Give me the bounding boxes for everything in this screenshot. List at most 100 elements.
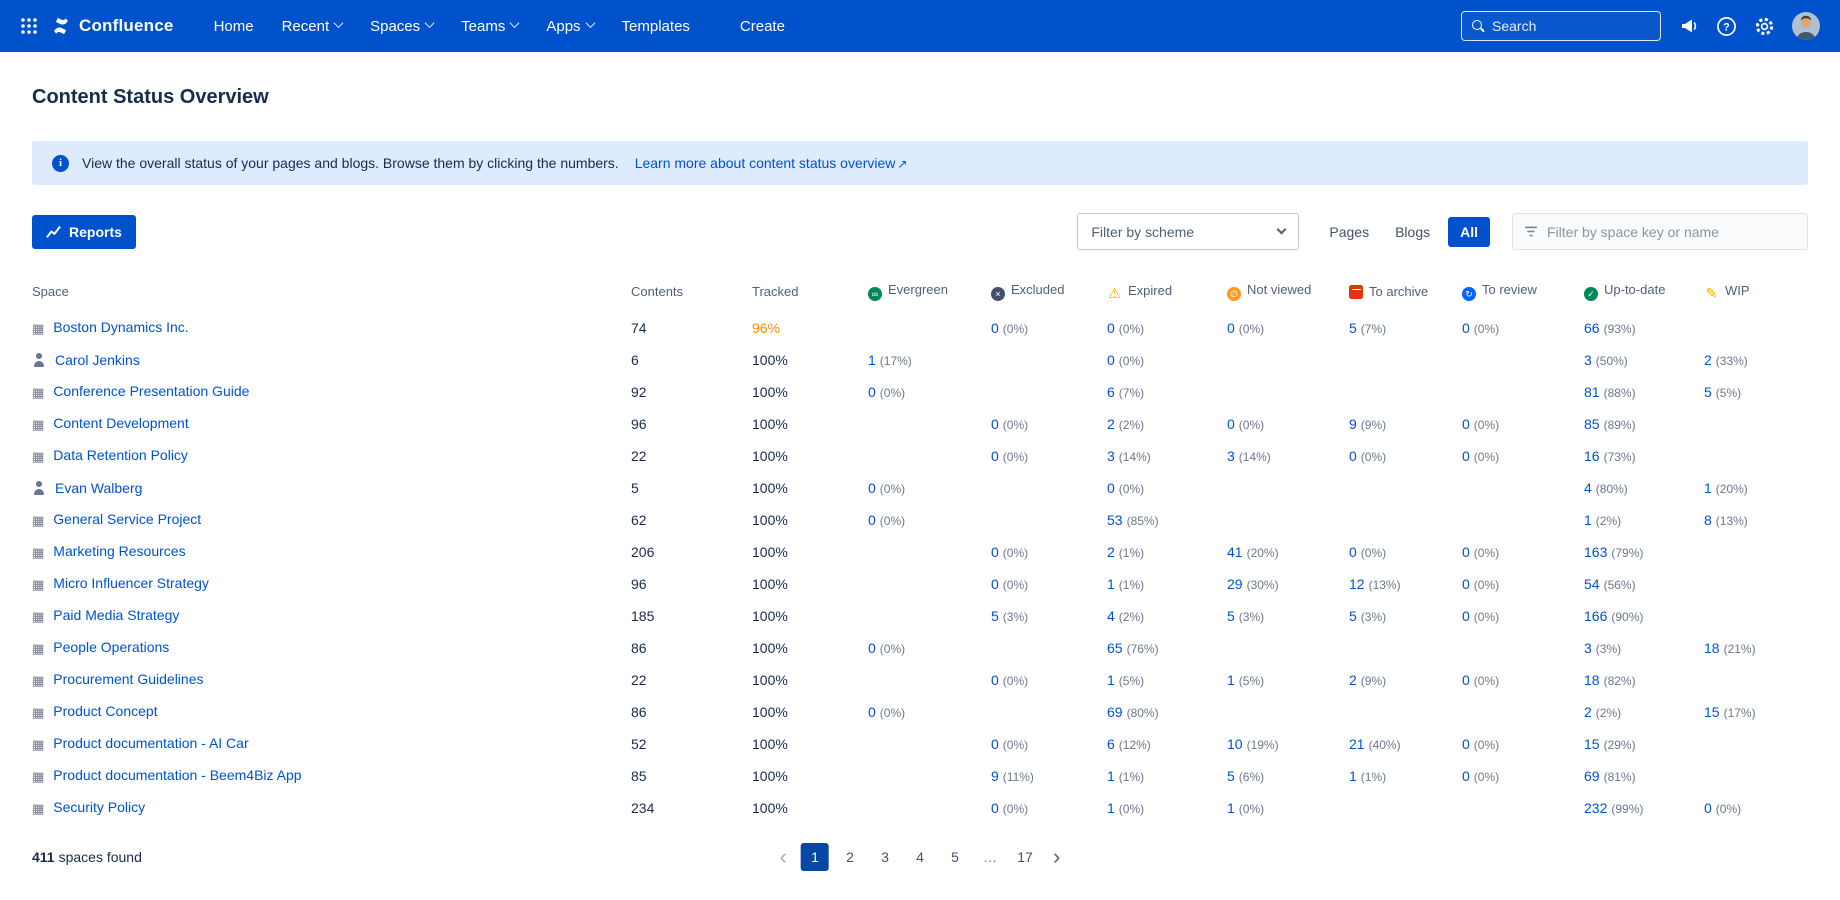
status-count-link[interactable]: 5	[1227, 768, 1235, 784]
space-link[interactable]: Product Concept	[53, 703, 158, 719]
status-count-link[interactable]: 0	[868, 384, 876, 400]
next-page-button[interactable]: ›	[1053, 844, 1061, 869]
search-box[interactable]	[1461, 11, 1661, 41]
status-count-link[interactable]: 15	[1584, 736, 1600, 752]
app-switcher-icon[interactable]	[20, 17, 38, 35]
space-link[interactable]: Procurement Guidelines	[53, 671, 204, 687]
toggle-pages[interactable]: Pages	[1329, 223, 1370, 240]
status-count-link[interactable]: 4	[1107, 608, 1115, 624]
status-count-link[interactable]: 3	[1227, 448, 1235, 464]
status-count-link[interactable]: 10	[1227, 736, 1243, 752]
space-link[interactable]: Marketing Resources	[53, 543, 186, 559]
status-count-link[interactable]: 0	[991, 448, 999, 464]
space-link[interactable]: People Operations	[53, 639, 170, 655]
status-count-link[interactable]: 232	[1584, 800, 1608, 816]
status-count-link[interactable]: 2	[1349, 672, 1357, 688]
status-count-link[interactable]: 0	[1227, 320, 1235, 336]
status-count-link[interactable]: 2	[1584, 704, 1592, 720]
page-button-2[interactable]: 2	[846, 849, 854, 865]
status-count-link[interactable]: 0	[1227, 416, 1235, 432]
status-count-link[interactable]: 0	[991, 320, 999, 336]
status-count-link[interactable]: 5	[1349, 608, 1357, 624]
status-count-link[interactable]: 0	[868, 640, 876, 656]
status-count-link[interactable]: 0	[1462, 736, 1470, 752]
space-link[interactable]: Micro Influencer Strategy	[53, 575, 209, 591]
status-count-link[interactable]: 29	[1227, 576, 1243, 592]
status-count-link[interactable]: 3	[1584, 640, 1592, 656]
status-count-link[interactable]: 0	[1349, 544, 1357, 560]
space-link[interactable]: General Service Project	[53, 511, 202, 527]
status-count-link[interactable]: 1	[868, 352, 876, 368]
status-count-link[interactable]: 0	[991, 576, 999, 592]
space-link[interactable]: Evan Walberg	[55, 480, 143, 496]
status-count-link[interactable]: 0	[991, 544, 999, 560]
search-input[interactable]	[1492, 18, 1651, 34]
status-count-link[interactable]: 166	[1584, 608, 1608, 624]
status-count-link[interactable]: 85	[1584, 416, 1600, 432]
status-count-link[interactable]: 12	[1349, 576, 1365, 592]
scheme-filter-select[interactable]: Filter by scheme	[1077, 213, 1300, 250]
banner-learn-more-link[interactable]: Learn more about content status overview…	[635, 155, 908, 171]
page-button-17[interactable]: 17	[1017, 849, 1033, 865]
status-count-link[interactable]: 1	[1349, 768, 1357, 784]
announcements-icon[interactable]	[1679, 16, 1699, 36]
page-button-1[interactable]: 1	[801, 843, 829, 871]
status-count-link[interactable]: 8	[1704, 512, 1712, 528]
status-count-link[interactable]: 6	[1107, 384, 1115, 400]
status-count-link[interactable]: 1	[1107, 672, 1115, 688]
status-count-link[interactable]: 0	[991, 736, 999, 752]
status-count-link[interactable]: 18	[1584, 672, 1600, 688]
status-count-link[interactable]: 0	[1349, 448, 1357, 464]
status-count-link[interactable]: 5	[1227, 608, 1235, 624]
status-count-link[interactable]: 3	[1107, 448, 1115, 464]
status-count-link[interactable]: 163	[1584, 544, 1608, 560]
nav-item-apps[interactable]: Apps	[532, 0, 607, 52]
status-count-link[interactable]: 0	[1462, 672, 1470, 688]
status-count-link[interactable]: 0	[868, 480, 876, 496]
status-count-link[interactable]: 66	[1584, 320, 1600, 336]
status-count-link[interactable]: 6	[1107, 736, 1115, 752]
status-count-link[interactable]: 41	[1227, 544, 1243, 560]
status-count-link[interactable]: 0	[991, 416, 999, 432]
status-count-link[interactable]: 0	[1107, 352, 1115, 368]
page-button-5[interactable]: 5	[951, 849, 959, 865]
status-count-link[interactable]: 2	[1704, 352, 1712, 368]
avatar[interactable]	[1792, 12, 1820, 40]
status-count-link[interactable]: 0	[1462, 448, 1470, 464]
status-count-link[interactable]: 81	[1584, 384, 1600, 400]
status-count-link[interactable]: 5	[1349, 320, 1357, 336]
reports-button[interactable]: Reports	[32, 214, 136, 249]
status-count-link[interactable]: 2	[1107, 416, 1115, 432]
confluence-logo[interactable]: Confluence	[50, 15, 174, 37]
status-count-link[interactable]: 1	[1227, 800, 1235, 816]
status-count-link[interactable]: 1	[1227, 672, 1235, 688]
page-button-3[interactable]: 3	[881, 849, 889, 865]
nav-item-teams[interactable]: Teams	[447, 0, 532, 52]
space-link[interactable]: Security Policy	[53, 799, 146, 815]
create-button[interactable]: Create	[739, 17, 785, 35]
status-count-link[interactable]: 9	[1349, 416, 1357, 432]
page-button-4[interactable]: 4	[916, 849, 924, 865]
settings-icon[interactable]	[1754, 16, 1775, 37]
status-count-link[interactable]: 0	[868, 512, 876, 528]
status-count-link[interactable]: 16	[1584, 448, 1600, 464]
status-count-link[interactable]: 54	[1584, 576, 1600, 592]
help-icon[interactable]: ?	[1716, 16, 1737, 37]
status-count-link[interactable]: 2	[1107, 544, 1115, 560]
status-count-link[interactable]: 0	[1462, 320, 1470, 336]
status-count-link[interactable]: 1	[1584, 512, 1592, 528]
status-count-link[interactable]: 53	[1107, 512, 1123, 528]
status-count-link[interactable]: 18	[1704, 640, 1720, 656]
space-filter[interactable]	[1512, 213, 1808, 250]
status-count-link[interactable]: 3	[1584, 352, 1592, 368]
space-link[interactable]: Product documentation - AI Car	[53, 735, 249, 751]
status-count-link[interactable]: 9	[991, 768, 999, 784]
status-count-link[interactable]: 5	[991, 608, 999, 624]
status-count-link[interactable]: 69	[1584, 768, 1600, 784]
status-count-link[interactable]: 15	[1704, 704, 1720, 720]
space-link[interactable]: Paid Media Strategy	[53, 607, 180, 623]
space-link[interactable]: Boston Dynamics Inc.	[53, 319, 189, 335]
nav-item-recent[interactable]: Recent	[268, 0, 357, 52]
status-count-link[interactable]: 0	[1107, 320, 1115, 336]
status-count-link[interactable]: 69	[1107, 704, 1123, 720]
